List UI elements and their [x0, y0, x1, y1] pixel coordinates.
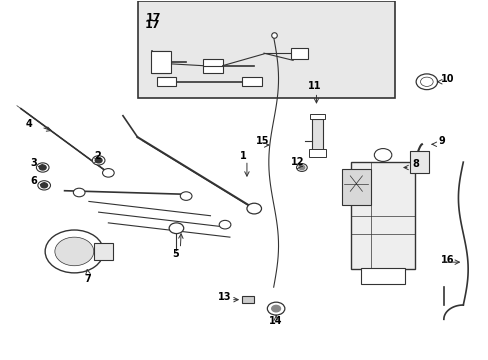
Text: 11: 11 — [307, 81, 321, 91]
Bar — [311, 119, 323, 150]
Circle shape — [102, 168, 114, 177]
Circle shape — [92, 156, 105, 165]
Circle shape — [415, 74, 437, 90]
Text: 6: 6 — [30, 176, 37, 186]
Circle shape — [420, 77, 432, 86]
Text: 13: 13 — [217, 292, 231, 302]
Bar — [203, 59, 222, 73]
Circle shape — [41, 183, 47, 188]
Bar — [361, 267, 404, 284]
Circle shape — [45, 230, 103, 273]
Circle shape — [38, 181, 50, 190]
Text: 5: 5 — [172, 249, 179, 259]
Circle shape — [296, 163, 306, 171]
Circle shape — [73, 188, 85, 197]
Bar — [290, 48, 307, 59]
Text: 4: 4 — [26, 119, 32, 129]
Text: 12: 12 — [290, 157, 304, 167]
Text: 8: 8 — [411, 159, 418, 170]
Text: 16: 16 — [441, 255, 454, 265]
Bar — [94, 243, 113, 260]
Circle shape — [271, 305, 280, 312]
Circle shape — [180, 192, 192, 201]
Circle shape — [169, 223, 183, 234]
Text: 2: 2 — [94, 150, 101, 161]
Circle shape — [246, 203, 261, 214]
Text: 14: 14 — [269, 316, 282, 325]
Text: 17: 17 — [145, 13, 161, 23]
Bar — [137, 1, 394, 98]
Circle shape — [373, 149, 391, 161]
Circle shape — [95, 158, 102, 163]
Circle shape — [219, 220, 230, 229]
Text: 3: 3 — [30, 158, 37, 168]
Text: 7: 7 — [84, 274, 91, 284]
Bar — [157, 77, 176, 86]
Circle shape — [55, 237, 94, 266]
Circle shape — [36, 163, 49, 172]
Text: 9: 9 — [438, 136, 445, 146]
Bar — [309, 114, 324, 119]
Text: 17: 17 — [144, 19, 160, 30]
Circle shape — [39, 165, 46, 170]
Circle shape — [298, 165, 304, 170]
Bar — [308, 149, 325, 157]
Bar — [242, 296, 254, 303]
Bar — [341, 169, 370, 205]
Bar — [409, 152, 428, 173]
Bar — [351, 162, 414, 269]
Bar — [242, 77, 261, 86]
Text: 15: 15 — [256, 136, 269, 146]
Circle shape — [267, 302, 285, 315]
Bar — [151, 51, 170, 73]
Text: 10: 10 — [441, 74, 454, 84]
Text: 1: 1 — [239, 150, 246, 161]
